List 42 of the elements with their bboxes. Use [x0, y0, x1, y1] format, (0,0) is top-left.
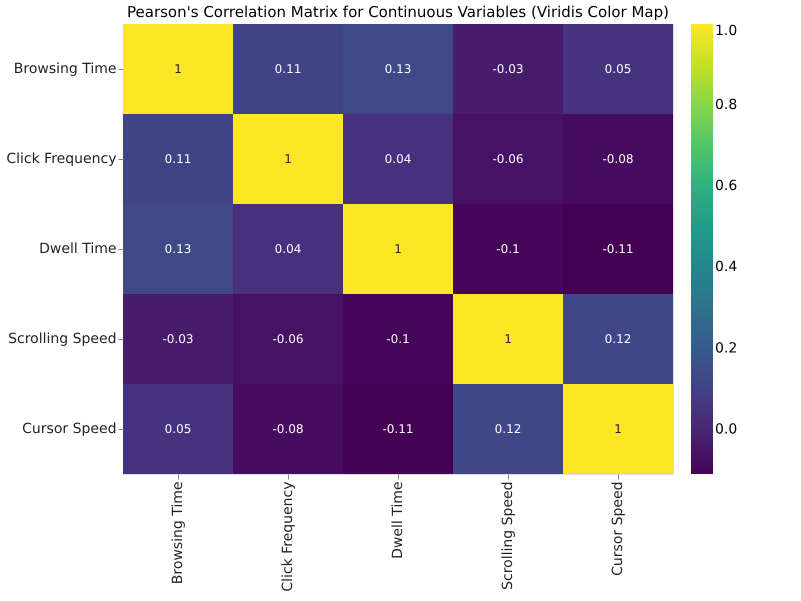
- color-bar-label: 0.2: [715, 340, 738, 356]
- data-label: 0.13: [164, 242, 192, 256]
- y-tick-label: Cursor Speed: [22, 421, 116, 437]
- color-bar-label: 0.6: [715, 178, 738, 194]
- data-label: 0.12: [494, 422, 522, 436]
- data-label: -0.1: [496, 242, 520, 256]
- data-label: -0.06: [272, 332, 304, 346]
- data-label: 0.05: [604, 62, 632, 76]
- y-tick-label: Scrolling Speed: [8, 331, 116, 347]
- data-label: 0.11: [274, 62, 302, 76]
- data-label: 1: [394, 242, 402, 256]
- y-tick-label: Dwell Time: [39, 241, 116, 257]
- data-label: -0.03: [492, 62, 524, 76]
- x-tick-label: Dwell Time: [390, 482, 406, 559]
- data-label: -0.11: [602, 242, 634, 256]
- color-bar-label: 0.0: [715, 421, 738, 438]
- data-label: 0.04: [274, 242, 302, 256]
- data-label: -0.03: [162, 332, 194, 346]
- y-tick-label: Click Frequency: [6, 151, 116, 167]
- data-label: -0.08: [272, 422, 304, 436]
- data-label: 1: [504, 332, 512, 346]
- x-tick-label: Browsing Time: [170, 482, 186, 584]
- color-bar-label: 0.8: [715, 97, 738, 114]
- data-label: 0.04: [384, 152, 412, 166]
- data-label: -0.11: [382, 422, 414, 436]
- data-label: 0.13: [384, 62, 412, 76]
- x-tick-label: Cursor Speed: [610, 482, 626, 576]
- data-label: 1: [284, 152, 292, 166]
- data-label: -0.1: [386, 332, 410, 346]
- color-bar-label: 0.4: [715, 259, 738, 276]
- y-tick-label: Browsing Time: [14, 61, 116, 77]
- data-label: 1: [174, 62, 182, 76]
- data-label: 0.05: [164, 422, 192, 436]
- x-tick-label: Click Frequency: [280, 482, 296, 592]
- x-tick-label: Scrolling Speed: [500, 482, 516, 590]
- data-label: -0.06: [492, 152, 524, 166]
- chart-title: Pearson's Correlation Matrix for Continuous Variables (Viridis Color Map): [127, 3, 669, 21]
- data-label: 0.12: [604, 332, 632, 346]
- data-label: -0.08: [602, 152, 634, 166]
- color-bar-label: 1.0: [715, 23, 738, 39]
- data-label: 0.11: [164, 152, 192, 166]
- data-label: 1: [614, 422, 622, 436]
